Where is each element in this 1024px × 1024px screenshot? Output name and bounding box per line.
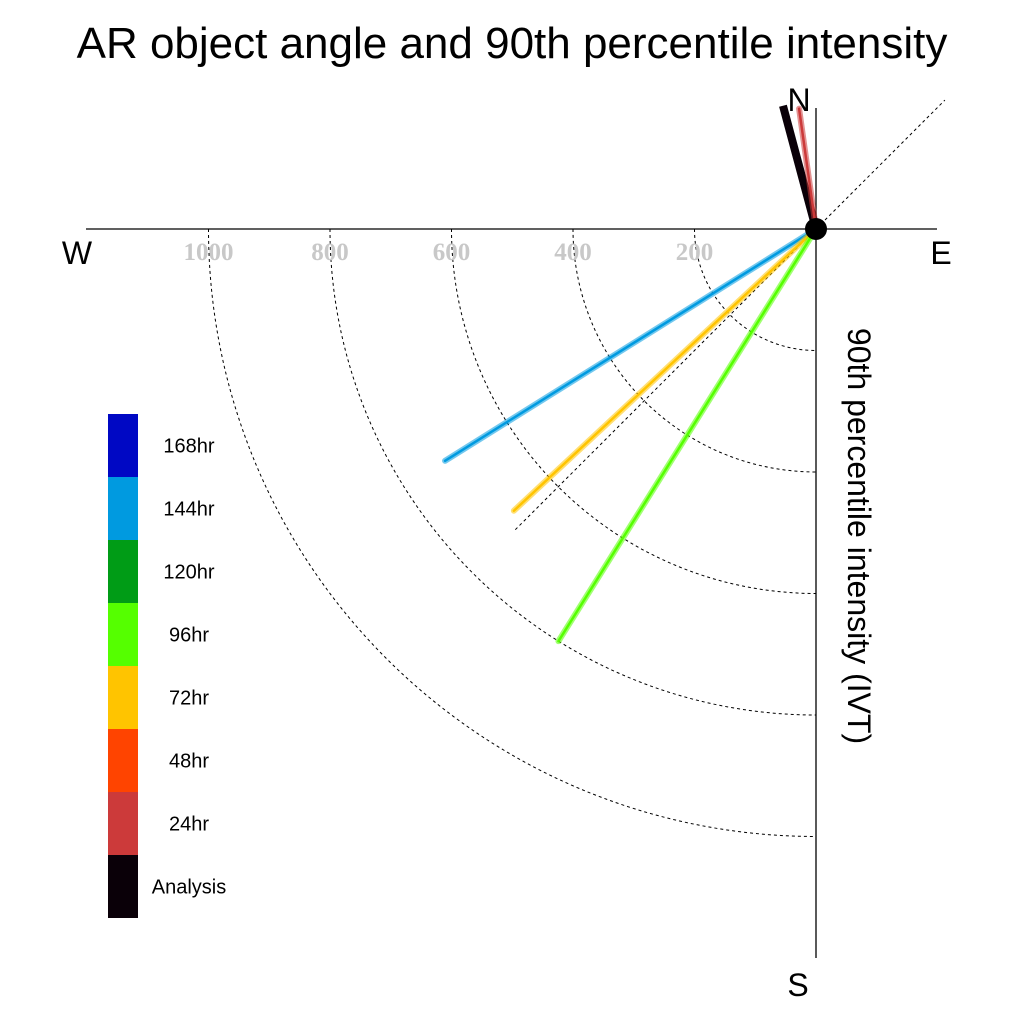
compass-north-label: N [787, 82, 810, 118]
intensity-axis-label: 90th percentile intensity (IVT) [841, 328, 877, 744]
compass-south-label: S [787, 967, 808, 1003]
legend-label: 24hr [169, 814, 209, 836]
diagonal-guide-line [514, 99, 946, 531]
legend-swatch-120hr [108, 540, 138, 603]
legend: 168hr 144hr 120hr 96hr 72hr 48hr 24hr Analysis [108, 414, 226, 918]
legend-label: 72hr [169, 688, 209, 710]
compass-west-label: W [62, 235, 93, 271]
radial-tick-label: 800 [311, 239, 349, 266]
chart-title: AR object angle and 90th percentile inte… [77, 19, 948, 68]
legend-label: Analysis [152, 877, 226, 899]
origin-marker [805, 218, 827, 240]
range-ring-1000 [208, 228, 817, 837]
legend-label: 168hr [163, 436, 214, 458]
legend-swatch-72hr [108, 666, 138, 729]
radial-tick-label: 400 [554, 239, 592, 266]
legend-label: 120hr [163, 562, 214, 584]
legend-swatch-168hr [108, 414, 138, 477]
compass-east-label: E [930, 235, 951, 271]
legend-swatch-48hr [108, 729, 138, 792]
radial-tick-label: 1000 [184, 239, 234, 266]
legend-swatch-144hr [108, 477, 138, 540]
vector-144hr [443, 227, 818, 463]
range-ring-grid [208, 99, 946, 837]
legend-swatch-24hr [108, 792, 138, 855]
radial-tick-label: 600 [433, 239, 471, 266]
legend-label: 144hr [163, 499, 214, 521]
vector-72hr [512, 227, 818, 512]
range-ring-400 [572, 228, 817, 473]
range-ring-600 [451, 228, 817, 594]
vector-24hr [797, 107, 818, 231]
radial-tick-label: 200 [676, 239, 714, 266]
legend-swatch-96hr [108, 603, 138, 666]
legend-swatch-Analysis [108, 855, 138, 918]
vector-96hr [557, 227, 818, 643]
range-ring-200 [694, 228, 817, 351]
series-vectors [442, 104, 820, 645]
range-ring-800 [329, 228, 817, 716]
radial-tick-labels: 200 400 600 800 1000 [184, 239, 714, 266]
legend-label: 48hr [169, 751, 209, 773]
legend-label: 96hr [169, 625, 209, 647]
